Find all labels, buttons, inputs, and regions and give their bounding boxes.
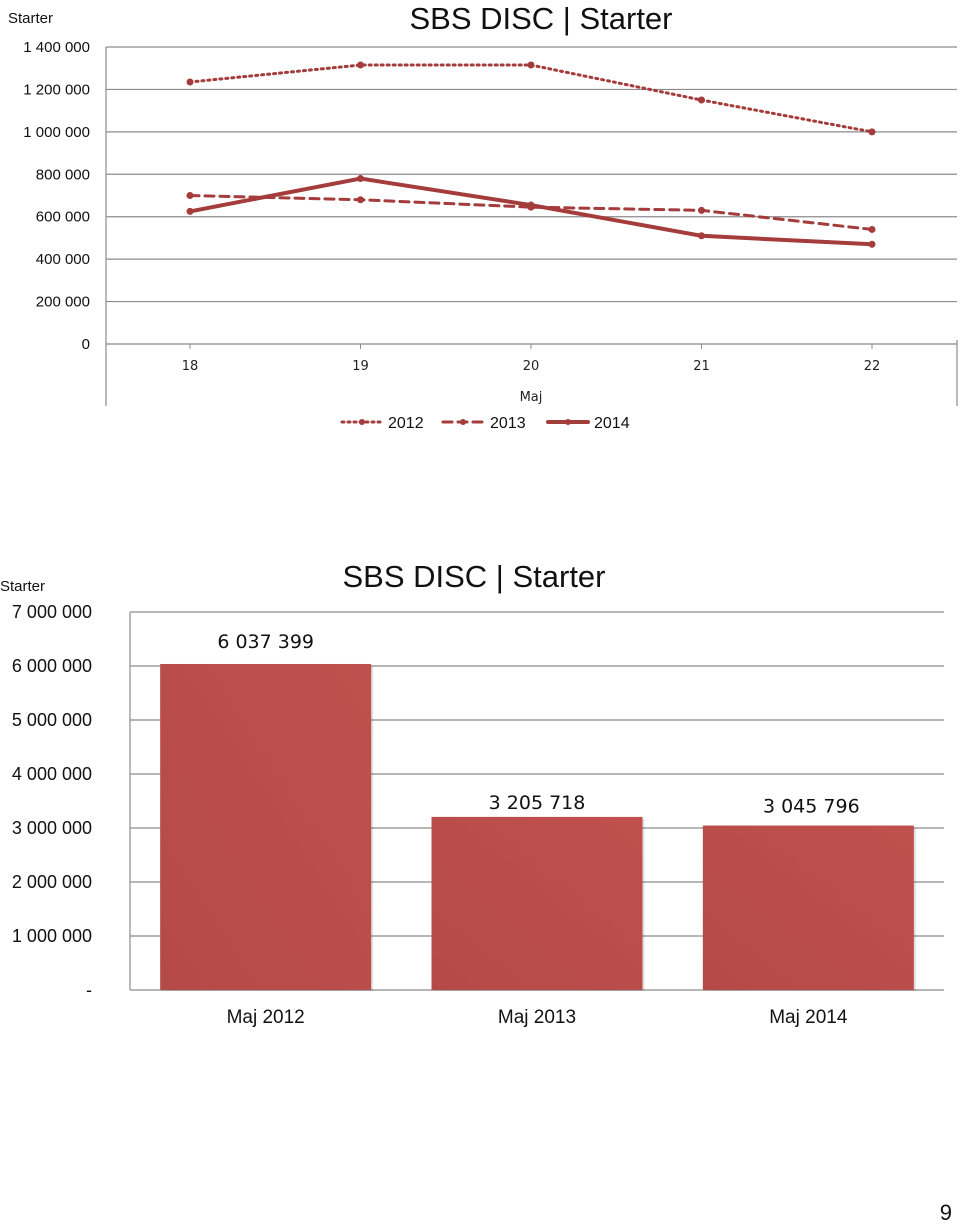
data-label: 3 045 796 <box>763 796 860 818</box>
y-axis-title: Starter <box>0 578 45 595</box>
x-axis-title: Maj <box>520 390 543 405</box>
x-tick-label: 22 <box>864 359 881 374</box>
y-tick-label: 800 000 <box>36 166 90 183</box>
legend-label-2013: 2013 <box>490 415 526 432</box>
bar-maj-2013 <box>431 816 643 990</box>
data-point-2014 <box>698 232 705 240</box>
y-tick-label: 7 000 000 <box>12 602 92 622</box>
legend-label-2012: 2012 <box>388 415 424 432</box>
legend-label-2014: 2014 <box>594 415 630 432</box>
y-tick-label: 1 000 000 <box>23 124 90 141</box>
data-point-2012 <box>698 96 705 104</box>
legend-marker-2014 <box>565 419 571 425</box>
line-chart: Starter SBS DISC | Starter 0 200 000 400 000… <box>8 1 958 432</box>
y-axis-title: Starter <box>8 10 53 27</box>
data-point-2014 <box>868 240 876 248</box>
y-tick-label: 2 000 000 <box>12 872 92 892</box>
data-point-2012 <box>868 128 876 136</box>
series-line-2013 <box>188 194 874 231</box>
data-point-2013 <box>868 225 876 233</box>
data-point-2012 <box>357 61 364 69</box>
data-point-2014 <box>357 175 364 183</box>
data-label: 6 037 399 <box>217 631 314 653</box>
data-point-2013 <box>357 196 364 204</box>
x-tick-label: 19 <box>352 359 369 374</box>
y-tick-label: 5 000 000 <box>12 710 92 730</box>
data-point-2013 <box>186 192 194 199</box>
data-point-2012 <box>527 61 535 69</box>
y-tick-label: 1 000 000 <box>12 926 92 946</box>
chart-title: SBS DISC | Starter <box>409 1 672 36</box>
y-tick-label: 200 000 <box>36 294 90 311</box>
y-tick-label: - <box>86 980 92 1000</box>
y-tick-label: 3 000 000 <box>12 818 92 838</box>
y-tick-label: 6 000 000 <box>12 656 92 676</box>
bar-maj-2014 <box>702 825 914 990</box>
legend-marker-2013 <box>460 419 466 425</box>
data-point-2014 <box>527 201 535 209</box>
y-tick-label: 400 000 <box>36 251 90 268</box>
bar-maj-2012 <box>160 663 372 990</box>
y-tick-label: 0 <box>82 336 90 353</box>
y-tick-label: 4 000 000 <box>12 764 92 784</box>
y-tick-label: 600 000 <box>36 209 90 226</box>
data-point-2012 <box>186 78 194 86</box>
chart-title: SBS DISC | Starter <box>342 559 605 594</box>
y-tick-label: 1 200 000 <box>23 81 90 98</box>
x-tick-label: Maj 2014 <box>769 1007 848 1028</box>
legend-marker-2012 <box>359 419 365 425</box>
data-label: 3 205 718 <box>489 792 586 814</box>
x-tick-label: Maj 2012 <box>227 1007 305 1028</box>
y-tick-label: 1 400 000 <box>23 39 90 56</box>
data-point-2014 <box>186 207 194 215</box>
x-tick-label: 21 <box>693 359 710 374</box>
x-tick-label: 20 <box>523 359 540 374</box>
x-tick-label: 18 <box>182 359 199 374</box>
data-point-2013 <box>698 206 705 214</box>
bar-chart: Starter SBS DISC | Starter - 1 000 000 2 000… <box>0 559 944 1028</box>
page-number: 9 <box>939 1200 952 1225</box>
x-tick-label: Maj 2013 <box>498 1007 576 1028</box>
